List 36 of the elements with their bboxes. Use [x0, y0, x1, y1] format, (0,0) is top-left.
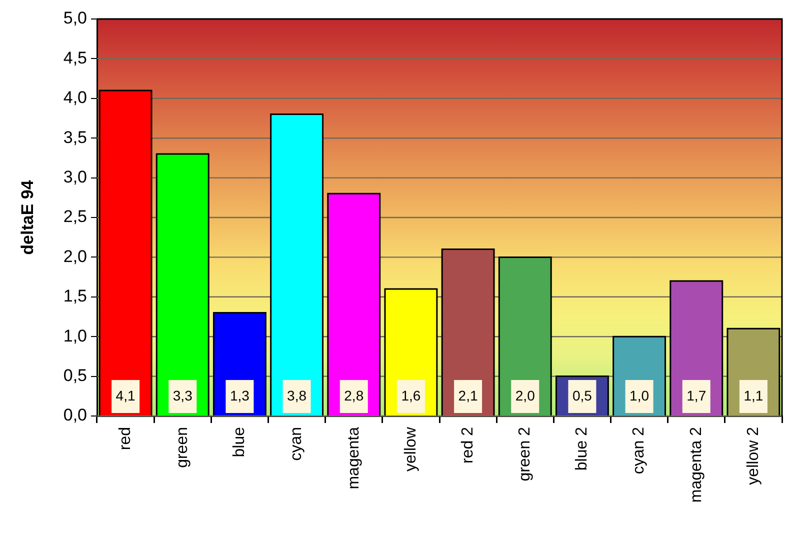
y-tick-label: 2,0	[63, 246, 87, 266]
data-label: 1,6	[401, 387, 421, 404]
y-tick-label: 1,5	[63, 286, 87, 306]
data-label: 2,0	[515, 387, 536, 404]
y-tick-label: 4,0	[63, 88, 87, 108]
x-tick-label: cyan 2	[630, 426, 648, 474]
x-tick-label: magenta	[345, 426, 362, 490]
x-tick-label: green 2	[516, 426, 534, 482]
data-label: 1,1	[744, 387, 764, 404]
x-tick-label: blue 2	[574, 426, 591, 471]
data-label: 3,8	[287, 387, 307, 404]
y-tick-label: 1,0	[63, 326, 87, 346]
y-tick-label: 4,5	[63, 48, 87, 68]
y-tick-label: 0,0	[63, 406, 87, 425]
y-axis-title: deltaE 94	[18, 180, 37, 255]
data-label: 3,3	[172, 387, 193, 404]
x-tick-label: magenta 2	[688, 426, 705, 503]
y-tick-label: 5,0	[63, 8, 87, 28]
data-label: 2,8	[344, 387, 364, 404]
x-tick-label: green	[174, 427, 192, 468]
data-label: 1,3	[230, 387, 250, 404]
y-tick-label: 0,5	[63, 366, 87, 385]
x-tick-label: red 2	[459, 426, 476, 464]
x-tick-label: yellow 2	[744, 426, 762, 485]
y-tick-label: 3,5	[63, 128, 87, 147]
x-tick-label: blue	[231, 426, 248, 458]
x-tick-label: cyan	[288, 427, 306, 461]
y-tick-label: 2,5	[63, 207, 87, 226]
data-label: 4,1	[116, 387, 136, 404]
data-label: 1,0	[630, 387, 650, 404]
x-tick-label: red	[116, 427, 134, 450]
y-tick-label: 3,0	[63, 167, 87, 186]
data-label: 2,1	[458, 387, 478, 404]
data-label: 1,7	[686, 387, 706, 404]
data-label: 0,5	[572, 387, 592, 404]
x-tick-label: yellow	[402, 426, 420, 472]
